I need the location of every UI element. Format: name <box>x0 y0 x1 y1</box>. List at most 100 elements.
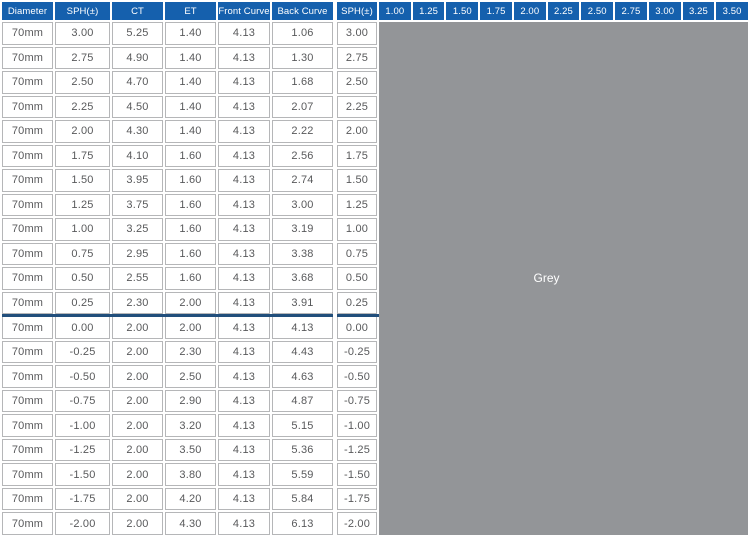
table-cell: 4.13 <box>218 316 270 339</box>
zero-sph-divider <box>2 313 333 317</box>
table-cell: 3.19 <box>272 218 333 241</box>
table-cell: 2.30 <box>165 340 216 364</box>
table-cell: 3.91 <box>272 291 333 315</box>
table-cell: 4.13 <box>218 71 270 94</box>
column-header: 1.50 <box>446 2 479 20</box>
sph-value-cell: -1.50 <box>337 463 377 486</box>
table-cell: 2.25 <box>55 95 110 119</box>
sph-value-cell: -2.00 <box>337 512 377 535</box>
sph-availability-table: SPH(±) 1.00 1.25 1.50 1.75 2.00 2.25 2.50 2.75 3.… <box>337 2 748 535</box>
table-cell: 70mm <box>2 218 53 241</box>
sph-value-cell: -0.75 <box>337 389 377 413</box>
table-cell: 2.00 <box>112 438 163 462</box>
table-cell: 1.25 <box>55 193 110 217</box>
sph-value-cell: 2.00 <box>337 120 377 143</box>
table-cell: -0.25 <box>55 340 110 364</box>
sph-value-cell: 2.50 <box>337 71 377 94</box>
table-cell: 3.38 <box>272 242 333 266</box>
sph-value-cell: 0.25 <box>337 291 377 315</box>
table-cell: -2.00 <box>55 512 110 535</box>
table-cell: 6.13 <box>272 512 333 535</box>
table-cell: 70mm <box>2 71 53 94</box>
table-cell: 4.43 <box>272 340 333 364</box>
table-cell: 5.36 <box>272 438 333 462</box>
table-cell: 1.00 <box>55 218 110 241</box>
grey-tint-region: Grey <box>379 22 748 535</box>
table-cell: 2.00 <box>55 120 110 143</box>
table-cell: 4.13 <box>218 438 270 462</box>
table-cell: 70mm <box>2 46 53 70</box>
table-cell: 1.60 <box>165 193 216 217</box>
sph-value-cell: -1.75 <box>337 487 377 511</box>
sph-value-cell: 1.25 <box>337 193 377 217</box>
sph-value-cell: 3.00 <box>337 22 377 45</box>
table-cell: 4.13 <box>218 193 270 217</box>
table-cell: 4.13 <box>218 267 270 290</box>
table-cell: 4.13 <box>218 365 270 388</box>
table-cell: 3.00 <box>272 193 333 217</box>
sph-value-cell: 2.25 <box>337 95 377 119</box>
table-cell: -1.25 <box>55 438 110 462</box>
table-cell: 4.13 <box>218 120 270 143</box>
table-cell: 1.68 <box>272 71 333 94</box>
column-header: 3.50 <box>716 2 748 20</box>
column-header: 2.25 <box>547 2 580 20</box>
table-cell: 4.13 <box>218 340 270 364</box>
table-cell: 2.00 <box>112 389 163 413</box>
table-cell: 70mm <box>2 463 53 486</box>
table-cell: -0.50 <box>55 365 110 388</box>
table-cell: 4.87 <box>272 389 333 413</box>
table-cell: 0.75 <box>55 242 110 266</box>
table-cell: 2.50 <box>165 365 216 388</box>
column-header: 2.00 <box>513 2 546 20</box>
table-cell: 5.84 <box>272 487 333 511</box>
table-cell: 3.00 <box>55 22 110 45</box>
column-header: 1.00 <box>379 2 411 20</box>
table-cell: 4.13 <box>218 463 270 486</box>
table-cell: 3.50 <box>165 438 216 462</box>
table-cell: 4.90 <box>112 46 163 70</box>
table-cell: 2.00 <box>112 512 163 535</box>
sph-value-cell: -0.50 <box>337 365 377 388</box>
column-header: Front Curve <box>218 2 270 20</box>
sph-value-cell: 0.00 <box>337 316 377 339</box>
table-cell: 5.25 <box>112 22 163 45</box>
table-cell: -1.00 <box>55 414 110 437</box>
table-cell: 3.80 <box>165 463 216 486</box>
table-cell: 70mm <box>2 438 53 462</box>
table-cell: 70mm <box>2 144 53 168</box>
table-cell: 3.95 <box>112 169 163 192</box>
table-cell: 2.50 <box>55 71 110 94</box>
table-cell: 70mm <box>2 193 53 217</box>
table-cell: 2.95 <box>112 242 163 266</box>
sph-value-cell: -0.25 <box>337 340 377 364</box>
table-cell: 3.25 <box>112 218 163 241</box>
table-cell: 3.68 <box>272 267 333 290</box>
sph-value-cell: 1.50 <box>337 169 377 192</box>
table-cell: 4.13 <box>218 95 270 119</box>
table-cell: 2.22 <box>272 120 333 143</box>
table-cell: 2.75 <box>55 46 110 70</box>
table-cell: 1.60 <box>165 242 216 266</box>
table-cell: 2.07 <box>272 95 333 119</box>
table-cell: 4.70 <box>112 71 163 94</box>
table-cell: 2.30 <box>112 291 163 315</box>
grey-tint-label: Grey <box>533 271 560 286</box>
table-cell: 2.00 <box>165 291 216 315</box>
column-header: SPH(±) <box>337 2 377 20</box>
table-cell: 0.00 <box>55 316 110 339</box>
table-cell: 5.59 <box>272 463 333 486</box>
table-cell: 5.15 <box>272 414 333 437</box>
table-cell: 4.50 <box>112 95 163 119</box>
table-cell: 70mm <box>2 242 53 266</box>
table-cell: 1.40 <box>165 95 216 119</box>
column-header: 3.25 <box>682 2 715 20</box>
column-header: 1.25 <box>412 2 445 20</box>
table-cell: 4.13 <box>218 414 270 437</box>
table-cell: 2.00 <box>112 487 163 511</box>
table-cell: -1.75 <box>55 487 110 511</box>
table-cell: 1.60 <box>165 218 216 241</box>
column-header: SPH(±) <box>55 2 110 20</box>
table-cell: 4.13 <box>218 242 270 266</box>
